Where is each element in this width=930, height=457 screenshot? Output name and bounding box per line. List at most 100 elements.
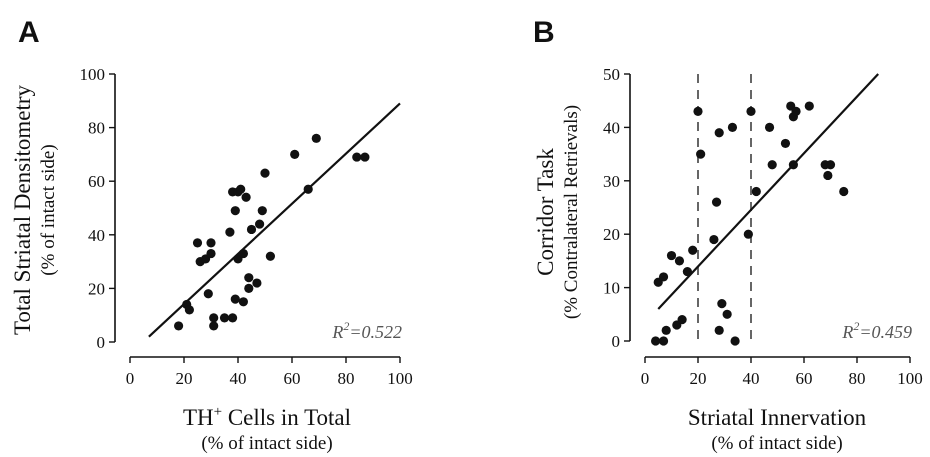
panel-b-y-axis-title: Corridor Task <box>533 148 558 276</box>
data-point <box>304 185 313 194</box>
panel-b-y-axis-subtitle: (% Contralateral Retrievals) <box>561 105 582 319</box>
data-point <box>768 160 777 169</box>
data-point <box>791 107 800 116</box>
data-point <box>252 278 261 287</box>
data-point <box>696 150 705 159</box>
data-point <box>193 238 202 247</box>
data-point <box>823 171 832 180</box>
y-tick-label: 20 <box>88 279 105 298</box>
data-point <box>244 273 253 282</box>
y-tick-label: 20 <box>603 225 620 244</box>
data-point <box>688 246 697 255</box>
x-tick-label: 80 <box>849 369 866 388</box>
y-tick-label: 10 <box>603 279 620 298</box>
data-point <box>717 299 726 308</box>
data-point <box>752 187 761 196</box>
data-point <box>258 206 267 215</box>
y-tick-label: 100 <box>80 65 106 84</box>
data-point <box>683 267 692 276</box>
x-tick-label: 0 <box>641 369 650 388</box>
data-point <box>185 305 194 314</box>
y-tick-label: 80 <box>88 119 105 138</box>
panel-b-x-axis-title: Striatal Innervation <box>688 405 867 430</box>
data-point <box>805 101 814 110</box>
panel-a-chart: A 0 20 40 60 80 100 0 20 40 60 80 100 R2=0.522 Tot… <box>10 16 413 454</box>
data-point <box>744 230 753 239</box>
data-point <box>693 107 702 116</box>
data-point <box>206 249 215 258</box>
data-point <box>247 225 256 234</box>
x-tick-label: 40 <box>743 369 760 388</box>
x-tick-label: 60 <box>284 369 301 388</box>
panel-b-x-ticks: 0 20 40 60 80 100 <box>641 357 923 388</box>
panel-a-letter: A <box>18 16 40 49</box>
x-tick-label: 20 <box>690 369 707 388</box>
data-point <box>290 150 299 159</box>
data-point <box>826 160 835 169</box>
y-tick-label: 0 <box>97 333 106 352</box>
data-point <box>236 185 245 194</box>
data-point <box>789 160 798 169</box>
data-point <box>651 336 660 345</box>
x-tick-label: 40 <box>230 369 247 388</box>
panel-a-y-axis-subtitle: (% of intact side) <box>38 144 59 275</box>
data-point <box>209 313 218 322</box>
panel-b-r-squared: R2=0.459 <box>841 319 912 342</box>
data-point <box>244 284 253 293</box>
data-point <box>662 326 671 335</box>
x-tick-label: 100 <box>387 369 413 388</box>
data-point <box>255 219 264 228</box>
panel-a-r-squared: R2=0.522 <box>331 319 402 342</box>
panel-a-y-axis-title: Total Striatal Densitometry <box>10 84 35 335</box>
data-point <box>225 228 234 237</box>
data-point <box>678 315 687 324</box>
data-point <box>765 123 774 132</box>
panel-a-data-points <box>174 134 370 331</box>
data-point <box>675 256 684 265</box>
panel-a-y-ticks: 0 20 40 60 80 100 <box>80 65 116 352</box>
data-point <box>360 152 369 161</box>
data-point <box>839 187 848 196</box>
data-point <box>709 235 718 244</box>
y-tick-label: 0 <box>612 332 621 351</box>
data-point <box>242 193 251 202</box>
data-point <box>239 249 248 258</box>
data-point <box>728 123 737 132</box>
data-point <box>715 128 724 137</box>
data-point <box>209 321 218 330</box>
y-tick-label: 40 <box>88 226 105 245</box>
y-tick-label: 60 <box>88 172 105 191</box>
data-point <box>206 238 215 247</box>
x-tick-label: 20 <box>176 369 193 388</box>
data-point <box>659 272 668 281</box>
data-point <box>204 289 213 298</box>
x-tick-label: 80 <box>338 369 355 388</box>
data-point <box>781 139 790 148</box>
x-tick-label: 60 <box>796 369 813 388</box>
data-point <box>239 297 248 306</box>
panel-b-x-axis-subtitle: (% of intact side) <box>711 433 842 454</box>
y-tick-label: 30 <box>603 172 620 191</box>
panel-a-x-ticks: 0 20 40 60 80 100 <box>126 357 413 388</box>
data-point <box>746 107 755 116</box>
data-point <box>266 252 275 261</box>
data-point <box>667 251 676 260</box>
x-tick-label: 100 <box>897 369 923 388</box>
data-point <box>231 295 240 304</box>
panel-b-chart: B 0 10 20 30 40 50 0 20 40 60 80 100 R2=0.459 Corr… <box>533 16 923 454</box>
data-point <box>228 313 237 322</box>
data-point <box>352 152 361 161</box>
panel-a-x-axis-title: TH+ Cells in Total <box>183 404 351 430</box>
data-point <box>715 326 724 335</box>
data-point <box>723 310 732 319</box>
data-point <box>260 169 269 178</box>
data-point <box>231 206 240 215</box>
panel-b-letter: B <box>533 16 555 49</box>
x-tick-label: 0 <box>126 369 135 388</box>
data-point <box>312 134 321 143</box>
panel-b-y-ticks: 0 10 20 30 40 50 <box>603 65 630 351</box>
data-point <box>220 313 229 322</box>
data-point <box>731 336 740 345</box>
y-tick-label: 50 <box>603 65 620 84</box>
